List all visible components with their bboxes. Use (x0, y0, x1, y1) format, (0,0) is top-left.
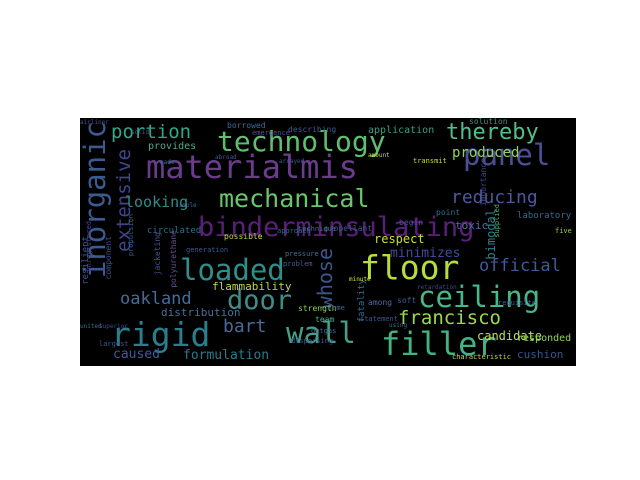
word-door: door (227, 285, 293, 316)
word-cloud: binderminsulating technology materialmis me… (80, 118, 576, 366)
word-application: application (368, 125, 435, 136)
word-superior: superior (99, 323, 128, 330)
word-francisco: francisco (398, 307, 501, 329)
word-point: point (436, 208, 461, 217)
word-characteristic: characteristic (452, 353, 512, 361)
word-circulated: circulated (147, 226, 202, 236)
word-airliner: airliner (80, 119, 109, 126)
word-made: made (160, 159, 175, 166)
word-transmit: transmit (413, 157, 447, 165)
word-soft: soft (397, 296, 417, 305)
word-candidate: candidate (477, 329, 543, 343)
word-technology: technology (217, 125, 386, 158)
word-floor: floor (360, 248, 460, 287)
word-simple: simple (175, 202, 197, 209)
word-among: among (368, 298, 393, 307)
word-toxic: toxic (455, 219, 489, 232)
word-requisite: requisite (498, 299, 536, 307)
word-united: united (80, 323, 102, 330)
word-formulation: formulation (183, 348, 270, 363)
word-emergence: emergence (252, 129, 290, 137)
word-rigid: rigid (111, 315, 211, 354)
word-team: team (315, 315, 335, 324)
word-pressure: pressure (285, 250, 319, 258)
word-solution: solution (469, 118, 508, 126)
word-flammability: flammability (212, 280, 292, 293)
word-approach: approach (277, 227, 311, 235)
word-wall: wall (286, 316, 356, 350)
word-fume: fume (328, 304, 345, 312)
word-responded: responded (517, 333, 572, 344)
word-strength: strength (298, 304, 337, 313)
word-technique: technique (298, 225, 336, 233)
word-amount: amount (368, 152, 390, 159)
word-generation: generation (186, 246, 229, 254)
word-oakland: oakland (120, 289, 192, 309)
word-dispersing: dispersing (291, 337, 334, 345)
word-jacketing: jacketing (153, 232, 162, 276)
word-respect: respect (374, 232, 425, 246)
word-bart: bart (223, 316, 267, 337)
word-filler: filler (381, 325, 497, 363)
word-provides: provides (148, 141, 197, 152)
word-propulsion: propulsion (127, 214, 135, 257)
word-mechanical: mechanical (219, 184, 370, 213)
word-component: component (104, 236, 113, 280)
word-materialmis: materialmis (146, 148, 358, 186)
word-five: five (555, 227, 572, 235)
word-abroad: abroad (215, 154, 237, 161)
word-polyurethane: polyurethane (169, 230, 178, 288)
word-problem: problem (283, 260, 313, 268)
word-describing: describing (288, 125, 337, 134)
word-produced: produced (452, 145, 520, 161)
word-arrayed: arrayed (279, 158, 305, 165)
word-retardation: retardation (417, 284, 457, 291)
word-portion: portion (111, 121, 192, 143)
word-reducing: reducing (451, 187, 538, 208)
word-cushion: cushion (517, 348, 564, 361)
word-supplied: supplied (493, 204, 501, 238)
word-propellant: propellant (324, 224, 373, 233)
word-caused: caused (113, 347, 160, 362)
word-borrowed: borrowed (227, 121, 266, 130)
word-distribution: distribution (161, 306, 241, 319)
word-minute: minute (349, 276, 371, 283)
word-possible: possible (224, 232, 263, 241)
word-panel: panel (463, 138, 551, 172)
word-minimizes: minimizes (390, 246, 461, 261)
word-importance: importance (479, 158, 488, 207)
word-official: official (479, 256, 561, 276)
word-ceiling: ceiling (418, 280, 541, 314)
word-unregistered: unregistered (85, 221, 93, 272)
word-solid: solid (131, 129, 150, 136)
word-begin: begin (399, 218, 424, 227)
word-looking: looking (125, 193, 189, 211)
word-thereby: thereby (446, 120, 539, 145)
word-statement: statement (360, 315, 398, 323)
word-loaded: loaded (180, 253, 285, 287)
word-using: using (389, 322, 408, 329)
word-binderminsulating: binderminsulating (198, 212, 475, 243)
word-laboratory: laboratory (517, 211, 572, 221)
word-outgas: outgas (311, 327, 337, 335)
word-largest: largest (99, 340, 129, 348)
